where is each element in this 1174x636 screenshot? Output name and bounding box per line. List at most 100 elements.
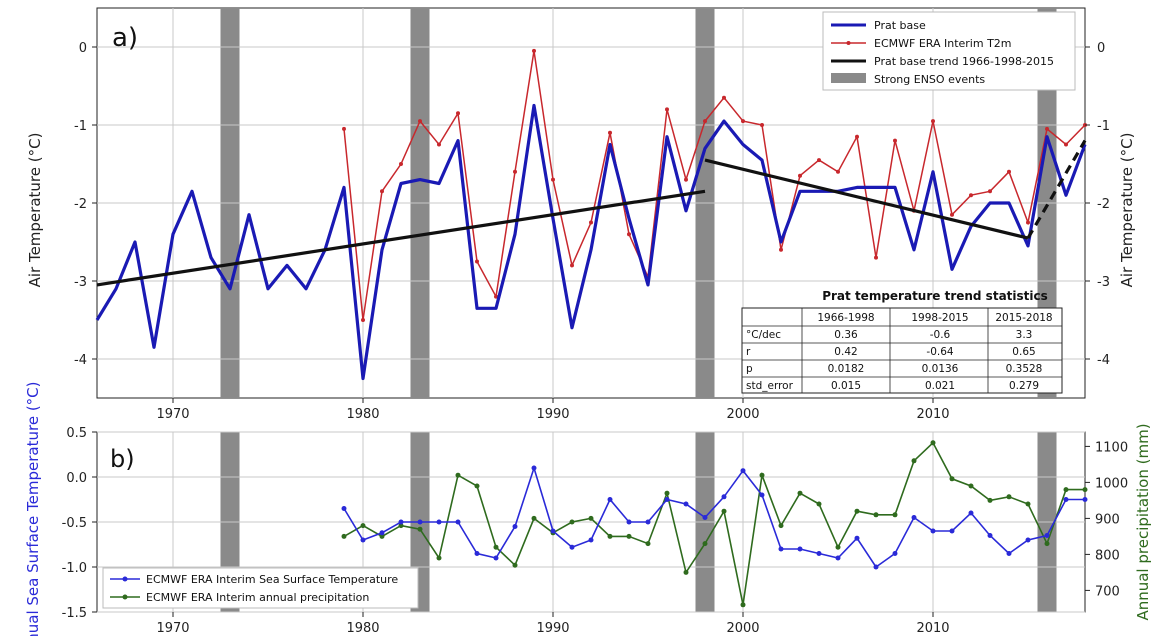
precip-point <box>968 483 974 489</box>
table-cell: 0.015 <box>831 380 861 392</box>
panel-a-ylabel-right: Air Temperature (°C) <box>1118 133 1136 288</box>
table-cell: 0.3528 <box>1006 363 1043 375</box>
y-tick-label: 0.0 <box>66 471 87 486</box>
era-t2m-point <box>513 169 517 174</box>
era-t2m-point <box>437 142 441 147</box>
precip-point <box>341 533 347 539</box>
sst-point <box>873 564 879 570</box>
y-tick-label: -2 <box>74 197 87 212</box>
precip-point <box>626 533 632 539</box>
sst-point <box>512 524 518 529</box>
precip-point <box>778 523 784 529</box>
sst-point <box>1044 533 1050 538</box>
y-tick-label: -4 <box>74 353 87 368</box>
precip-point <box>816 501 822 507</box>
sst-point <box>702 515 708 520</box>
panel-a-label: a) <box>112 23 138 53</box>
y-right-tick-label: -1 <box>1097 119 1110 134</box>
legend-sst-marker <box>122 576 128 582</box>
trend-segment <box>96 189 706 287</box>
era-t2m-point <box>608 130 612 135</box>
sst-point <box>835 555 841 561</box>
y-right-tick-label: -2 <box>1097 197 1110 212</box>
table-header-2: 1998-2015 <box>911 312 968 324</box>
sst-point <box>968 510 974 516</box>
sst-point <box>1025 537 1031 543</box>
era-t2m-point <box>456 111 460 116</box>
panel-b-label: b) <box>110 445 135 473</box>
legend-era-marker <box>846 41 851 45</box>
legend-sst-label: ECMWF ERA Interim Sea Surface Temperatur… <box>146 573 398 586</box>
sst-point <box>1082 497 1088 502</box>
era-t2m-point <box>361 318 365 322</box>
era-t2m-point <box>950 212 954 217</box>
precip-point <box>1044 541 1050 547</box>
precip-point <box>436 555 442 561</box>
precip-point <box>493 544 499 550</box>
era-t2m-point <box>494 294 498 299</box>
era-t2m-point <box>798 173 802 178</box>
panel-b-ticks: 1970 1980 1990 2000 2010 0.5 0.0 -0.5 -1.0 -1.5 70… <box>62 426 1128 636</box>
legend-enso-label: Strong ENSO events <box>874 73 985 86</box>
precip-point <box>854 508 860 514</box>
panel-a-series <box>95 48 1087 381</box>
sst-point <box>645 519 651 525</box>
precip-point <box>531 515 537 521</box>
legend-precip-label: ECMWF ERA Interim annual precipitation <box>146 591 369 604</box>
sst-point <box>740 468 746 474</box>
prat-base-line <box>95 103 1087 381</box>
y-tick-label: -1.5 <box>62 606 87 621</box>
precip-point <box>379 533 385 539</box>
precip-point <box>740 602 746 608</box>
x-tick-label: 1970 <box>156 621 189 636</box>
era-t2m-point <box>570 263 574 268</box>
sst-point <box>911 515 917 520</box>
table-cell: std_error <box>746 380 794 392</box>
panel-a: 1970 1980 1990 2000 2010 0 -1 -2 -3 -4 0 -1 -2 -3 -4 a… <box>26 7 1136 422</box>
era-t2m-point <box>342 126 346 131</box>
sst-point <box>683 501 689 507</box>
sst-point <box>474 551 480 556</box>
precip-point <box>930 440 936 446</box>
precip-point <box>455 472 461 478</box>
precip-point <box>512 562 518 568</box>
panel-b-legend: ECMWF ERA Interim Sea Surface Temperatur… <box>102 567 419 609</box>
era-t2m-point <box>399 162 403 166</box>
era-t2m-point <box>931 119 935 124</box>
precip-point <box>645 541 651 547</box>
table-header-1: 1966-1998 <box>817 312 874 324</box>
sst-point <box>626 519 632 525</box>
precip-point <box>892 512 898 518</box>
table-cell: 0.36 <box>834 329 858 341</box>
sst-point <box>721 494 727 500</box>
y-tick-label: 0.5 <box>66 426 87 441</box>
era-t2m-point <box>589 220 593 225</box>
era-t2m-point <box>1045 126 1049 131</box>
panel-b-ylabel-left: Annual Sea Surface Temperature (°C) <box>24 382 42 636</box>
trend-segment <box>704 158 1029 240</box>
sst-point <box>455 519 461 525</box>
legend-prat-label: Prat base <box>874 19 926 32</box>
table-cell: 0.279 <box>1009 380 1039 392</box>
panel-a-ticks: 1970 1980 1990 2000 2010 0 -1 -2 -3 -4 0 -1 -2 -3 -4 <box>74 41 1110 422</box>
precip-line <box>343 441 1085 605</box>
precip-point <box>588 515 594 521</box>
precip-point <box>1025 501 1031 507</box>
precip-point <box>835 544 841 550</box>
sst-point <box>1063 497 1069 502</box>
table-cell: 3.3 <box>1016 329 1033 341</box>
x-tick-label: 1990 <box>536 621 569 636</box>
sst-point <box>588 537 594 543</box>
sst-point <box>531 465 537 471</box>
era-t2m-point <box>722 95 726 100</box>
era-t2m-point <box>988 189 992 194</box>
y-tick-label: -0.5 <box>62 516 87 531</box>
era-t2m-point <box>703 119 707 124</box>
y-right-tick-label: -4 <box>1097 353 1110 368</box>
precip-point <box>360 523 366 529</box>
era-t2m-point <box>380 189 384 194</box>
sst-point <box>854 535 860 541</box>
precip-point <box>911 458 917 464</box>
era-t2m-point <box>551 177 555 182</box>
